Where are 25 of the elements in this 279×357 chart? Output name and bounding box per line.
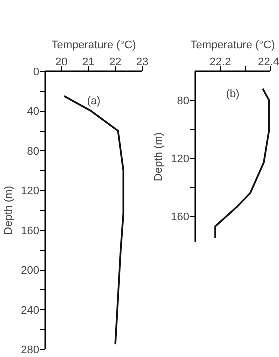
y-axis-title: Depth (m) — [153, 132, 166, 182]
line-series — [63, 95, 125, 346]
y-tick-label: 80 — [177, 95, 190, 108]
y-tick-label: 120 — [171, 153, 190, 166]
x-tick-label: 22 — [109, 56, 122, 68]
y-tick-label: 200 — [21, 265, 40, 278]
y-tick-label: 120 — [21, 186, 40, 198]
y-tick-label: 240 — [21, 304, 40, 317]
x-axis-title: Temperature (°C) — [52, 40, 136, 52]
line-series — [214, 88, 270, 240]
x-tick-label: 20 — [56, 56, 68, 68]
x-tick-label: 22.4 — [258, 56, 279, 68]
x-tick-label: 23 — [136, 56, 149, 68]
y-tick-label: 160 — [171, 211, 190, 224]
x-tick-label: 22.2 — [210, 56, 232, 68]
y-tick-label: 160 — [21, 225, 40, 238]
y-tick-label: 0 — [33, 66, 40, 78]
y-tick-label: 80 — [27, 146, 40, 158]
annotation: (b) — [226, 88, 240, 101]
x-axis-title: Temperature (°C) — [190, 40, 276, 52]
y-tick-label: 40 — [27, 106, 40, 118]
annotation: (a) — [87, 96, 101, 108]
y-axis-title: Depth (m) — [3, 186, 16, 235]
y-tick-label: 280 — [21, 344, 40, 356]
x-tick-label: 21 — [82, 56, 95, 68]
